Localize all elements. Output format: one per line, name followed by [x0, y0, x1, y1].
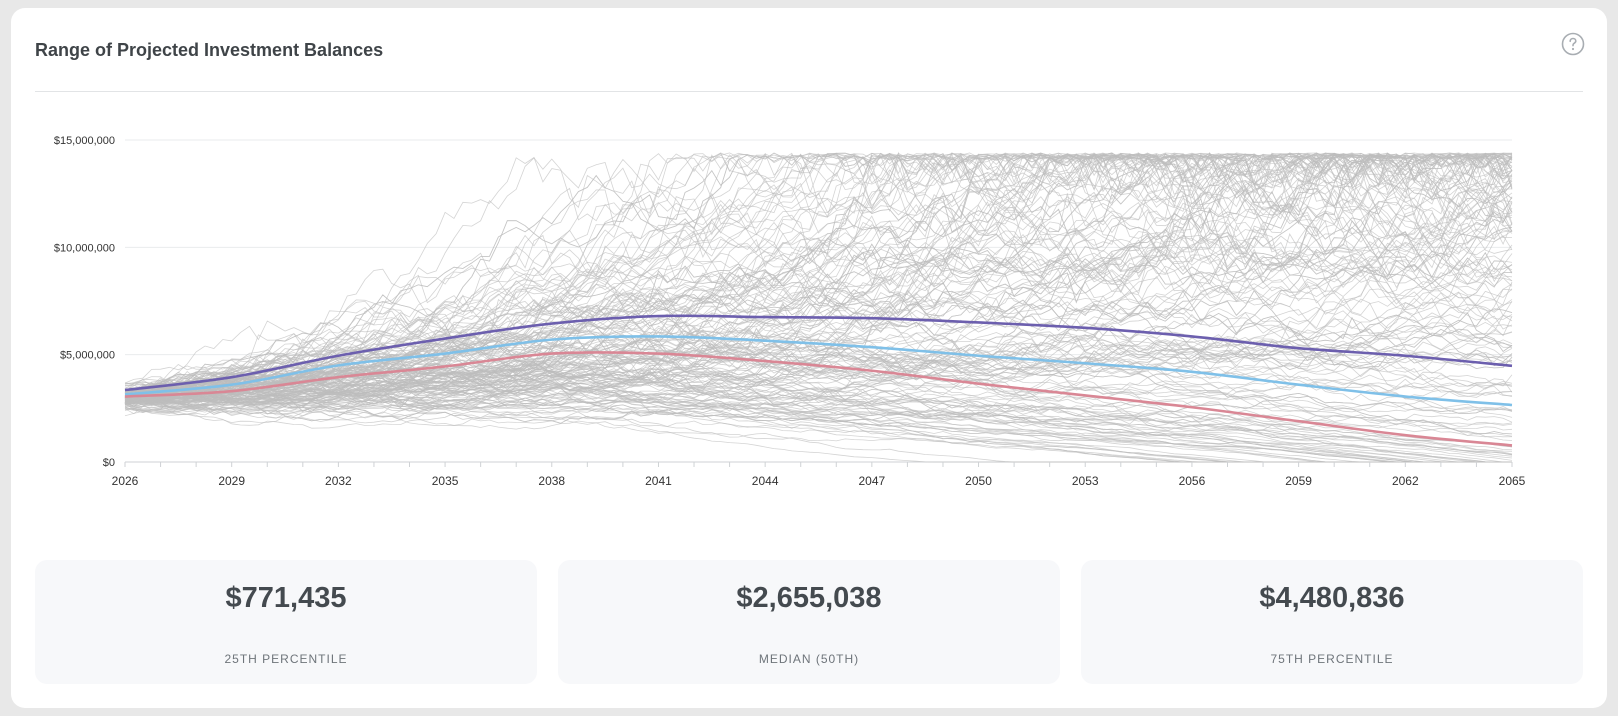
stat-value-25th: $771,435 — [225, 582, 347, 614]
x-tick-label: 2053 — [1072, 474, 1099, 488]
x-tick-label: 2041 — [645, 474, 672, 488]
simulation-path — [124, 321, 1513, 394]
simulation-path — [124, 152, 1513, 405]
simulation-path — [124, 329, 1513, 399]
simulation-path — [124, 338, 1513, 437]
stat-label-median: MEDIAN (50TH) — [758, 652, 860, 666]
stat-card-25th: $771,435 25TH PERCENTILE — [35, 560, 537, 684]
x-tick-label: 2065 — [1499, 474, 1526, 488]
simulation-path — [124, 212, 1513, 401]
simulation-path — [124, 152, 1513, 404]
simulation-path — [124, 387, 1512, 463]
series-line-median — [124, 335, 1513, 407]
simulation-path — [124, 323, 1513, 394]
simulation-path — [124, 367, 1512, 463]
simulation-path — [124, 202, 1513, 412]
simulation-path — [124, 396, 1513, 456]
simulation-path — [124, 153, 1513, 398]
y-tick-label: $15,000,000 — [54, 135, 115, 147]
simulation-path — [124, 152, 1513, 396]
simulation-path — [124, 153, 1513, 407]
x-tick-label: 2056 — [1179, 474, 1206, 488]
page-title: Range of Projected Investment Balances — [35, 40, 384, 60]
y-tick-label: $0 — [103, 457, 115, 469]
header-divider — [35, 91, 1583, 92]
simulation-path — [124, 397, 1512, 463]
x-tick-label: 2032 — [325, 474, 352, 488]
simulation-path — [124, 202, 1513, 412]
simulation-path — [124, 287, 1513, 393]
x-tick-label: 2038 — [538, 474, 565, 488]
simulation-path — [124, 152, 1513, 395]
simulation-path — [124, 392, 1513, 455]
simulation-path — [124, 382, 1512, 463]
x-tick-label: 2029 — [218, 474, 245, 488]
simulation-path — [124, 377, 1513, 448]
simulation-path — [124, 153, 1513, 394]
stat-card-75th: $4,480,836 75TH PERCENTILE — [1081, 560, 1583, 684]
simulation-path — [124, 152, 1513, 399]
simulation-path — [124, 198, 1513, 409]
simulation-path — [125, 196, 1513, 403]
simulation-path — [124, 155, 1513, 391]
simulation-path — [124, 152, 1512, 400]
x-tick-label: 2047 — [858, 474, 885, 488]
series-line-25th — [124, 350, 1513, 447]
simulation-path — [124, 392, 1512, 463]
simulation-paths — [124, 151, 1513, 463]
percentile-series — [124, 314, 1513, 447]
simulation-path — [124, 152, 1513, 397]
simulation-path — [124, 152, 1513, 411]
x-tick-label: 2035 — [432, 474, 459, 488]
x-tick-label: 2059 — [1285, 474, 1312, 488]
projection-card: Range of Projected Investment Balances $… — [11, 8, 1607, 708]
simulation-path — [124, 152, 1513, 412]
simulation-path — [124, 226, 1513, 406]
simulation-path — [124, 362, 1512, 463]
simulation-path — [124, 152, 1513, 391]
x-tick-label: 2044 — [752, 474, 779, 488]
x-tick-label: 2050 — [965, 474, 992, 488]
stat-label-25th: 25TH PERCENTILE — [224, 652, 348, 666]
simulation-path — [124, 152, 1513, 398]
simulation-path — [124, 154, 1513, 404]
x-tick-label: 2026 — [112, 474, 139, 488]
y-tick-label: $10,000,000 — [54, 242, 115, 254]
simulation-path — [124, 299, 1513, 421]
x-tick-label: 2062 — [1392, 474, 1419, 488]
simulation-path — [124, 369, 1513, 414]
stat-card-median: $2,655,038 MEDIAN (50TH) — [558, 560, 1060, 684]
simulation-path — [124, 152, 1513, 400]
simulation-path — [124, 308, 1513, 401]
y-axis: $0 $5,000,000 $10,000,000 $15,000,000 — [54, 135, 115, 469]
simulation-path — [124, 192, 1513, 401]
stat-value-median: $2,655,038 — [736, 582, 882, 614]
projection-chart: $0$5,000,000$10,000,000$15,000,000 2026 2… — [54, 135, 1526, 488]
simulation-path — [124, 152, 1513, 403]
simulation-path — [124, 337, 1513, 399]
series-line-75th — [124, 314, 1513, 392]
stat-label-75th: 75TH PERCENTILE — [1270, 652, 1394, 666]
x-axis: 2026 2029 2032 2035 2038 2041 2044 2047 2050 2053… — [112, 462, 1526, 488]
simulation-path — [124, 336, 1513, 407]
stat-value-75th: $4,480,836 — [1259, 582, 1405, 614]
simulation-path — [124, 154, 1513, 408]
question-circle-icon[interactable] — [1561, 32, 1585, 56]
simulation-path — [124, 152, 1513, 399]
y-tick-label: $5,000,000 — [60, 350, 115, 362]
